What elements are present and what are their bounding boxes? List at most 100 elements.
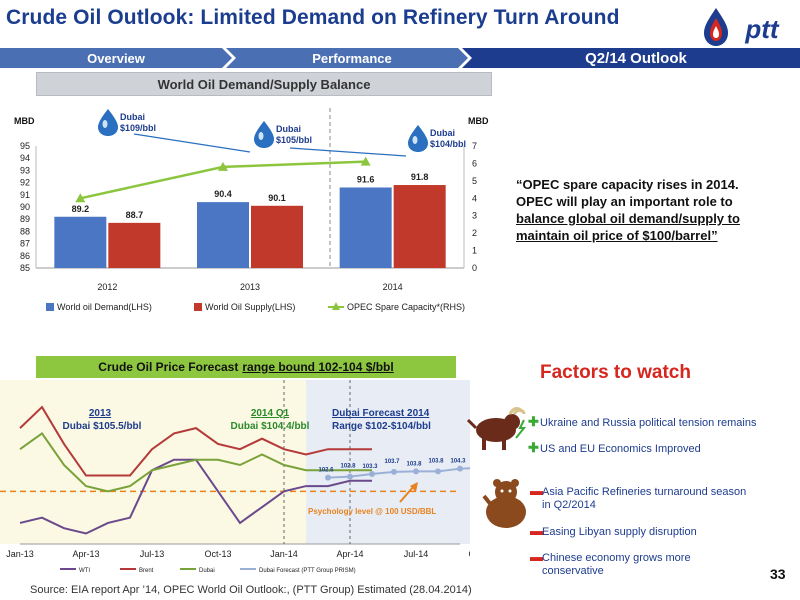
forecast-data-label: 104.3 (450, 459, 466, 465)
legend-label: WTI (79, 568, 90, 574)
factor-positive-2: ✚US and EU Economics Improved (528, 440, 701, 455)
y-tick-label: 90 (20, 202, 30, 212)
y2-tick-label: 0 (472, 263, 477, 273)
legend-swatch (46, 303, 54, 311)
legend-label: OPEC Spare Capacity*(RHS) (347, 302, 465, 312)
oil-drop-icon (408, 125, 428, 152)
legend-label: Brent (139, 568, 154, 574)
forecast-point (435, 468, 441, 475)
dubai-label: Dubai (120, 112, 145, 122)
opec-quote: “OPEC spare capacity rises in 2014. OPEC… (516, 176, 786, 244)
y-tick-label: 92 (20, 178, 30, 188)
forecast-point (457, 465, 463, 472)
annotation-2013-heading: 2013 (89, 408, 112, 419)
spare-capacity-point (75, 193, 86, 203)
page-title: Crude Oil Outlook: Limited Demand on Ref… (6, 6, 620, 29)
forecast-region (306, 380, 470, 544)
demand-data-label: 89.2 (72, 204, 90, 214)
demand-data-label: 90.4 (214, 189, 232, 199)
legend-label: World oil Demand(LHS) (57, 302, 152, 312)
x-tick-label: Jul-14 (404, 549, 429, 559)
trend-arrow (289, 147, 407, 157)
nav-bar: Overview Performance Q2/14 Outlook (0, 48, 800, 68)
spare-capacity-point (360, 156, 371, 166)
dubai-forecast-line (327, 467, 470, 479)
x-tick-label: 2013 (240, 282, 260, 292)
y-tick-label: 95 (20, 141, 30, 151)
y-tick-label: 91 (20, 190, 30, 200)
psychology-arrow (399, 485, 415, 503)
legend-label: Dubai (199, 568, 215, 574)
factor-negative-2: ▬Easing Libyan supply disruption (530, 523, 697, 538)
forecast-title-plain: Crude Oil Price Forecast (98, 360, 239, 374)
bull-icon (466, 407, 526, 450)
forecast-point (369, 470, 375, 477)
y2-tick-label: 7 (472, 141, 477, 151)
tab-overview[interactable]: Overview (87, 50, 145, 66)
supply-data-label: 88.7 (126, 210, 144, 220)
forecast-point (325, 474, 331, 481)
minus-icon: ▬ (530, 523, 543, 538)
y-axis-label: MBD (14, 116, 35, 126)
balance-panel-title: World Oil Demand/Supply Balance (36, 72, 492, 96)
y2-tick-label: 5 (472, 176, 477, 186)
supply-bar (108, 222, 161, 268)
source-note: Source: EIA report Apr ’14, OPEC World O… (30, 584, 472, 596)
annotation-q1-text: Dubai $104.4/bbl (231, 421, 310, 432)
dubai-price-label: $104/bbl (430, 139, 466, 149)
minus-icon: ▬ (530, 483, 543, 498)
forecast-data-label: 103.8 (428, 458, 444, 464)
page-number: 33 (770, 566, 786, 582)
annotation-forecast-heading: Dubai Forecast 2014 (332, 408, 430, 419)
legend-label: Dubai Forecast (PTT Group PRISM) (259, 568, 356, 574)
annotation-q1-heading: 2014 Q1 (251, 408, 290, 419)
y-tick-label: 85 (20, 263, 30, 273)
y-tick-label: 88 (20, 226, 30, 236)
y-tick-label: 86 (20, 251, 30, 261)
psychology-arrow-head (410, 482, 418, 492)
plus-icon: ✚ (528, 414, 539, 429)
y2-tick-label: 2 (472, 228, 477, 238)
spare-capacity-point (218, 161, 228, 171)
x-tick-label: Jan-14 (270, 549, 298, 559)
y-tick-label: 94 (20, 153, 30, 163)
dubai-label: Dubai (276, 124, 301, 134)
supply-bar (393, 185, 446, 268)
x-tick-label: 2014 (383, 282, 403, 292)
x-tick-label: Apr-13 (72, 549, 99, 559)
demand-bar (339, 187, 392, 268)
x-tick-label: Jan-13 (6, 549, 34, 559)
demand-data-label: 91.6 (357, 174, 375, 184)
quote-line-1: “OPEC spare capacity rises in 2014. (516, 177, 739, 192)
y-tick-label: 87 (20, 239, 30, 249)
annotation-forecast-text: Range $102-$104/bbl (332, 421, 431, 432)
tab-q2-14-outlook[interactable]: Q2/14 Outlook (585, 49, 687, 67)
y2-tick-label: 4 (472, 193, 477, 203)
legend-label: World Oil Supply(LHS) (205, 302, 295, 312)
annotation-2013-text: Dubai $105.5/bbl (63, 421, 142, 432)
y2-axis-label: MBD (468, 116, 489, 126)
ptt-logo: ptt (702, 4, 798, 48)
oil-drop-icon (98, 109, 118, 136)
factor-negative-1: ▬Asia Pacific Refineries turnaround seas… (530, 483, 747, 511)
legend-swatch (194, 303, 202, 311)
minus-icon: ▬ (530, 549, 543, 564)
y-tick-label: 93 (20, 165, 30, 175)
demand-bar (197, 202, 249, 268)
forecast-data-label: 103.8 (406, 461, 422, 467)
quote-line-4: maintain oil price of $100/barrel” (516, 228, 718, 243)
x-tick-label: Apr-14 (336, 549, 363, 559)
y-tick-label: 89 (20, 214, 30, 224)
x-tick-label: Oct-14 (468, 549, 470, 559)
forecast-data-label: 102.6 (318, 468, 334, 474)
forecast-title-underlined: range bound 102-104 $/bbl (242, 360, 394, 374)
forecast-point (347, 473, 353, 480)
tab-performance[interactable]: Performance (312, 50, 392, 66)
trend-arrow (133, 133, 251, 153)
y2-tick-label: 1 (472, 246, 477, 256)
quote-line-2: OPEC will play an important role to (516, 194, 733, 209)
supply-bar (251, 205, 303, 268)
demand-bar (54, 216, 107, 268)
plus-icon: ✚ (528, 440, 539, 455)
factors-title: Factors to watch (540, 362, 691, 383)
